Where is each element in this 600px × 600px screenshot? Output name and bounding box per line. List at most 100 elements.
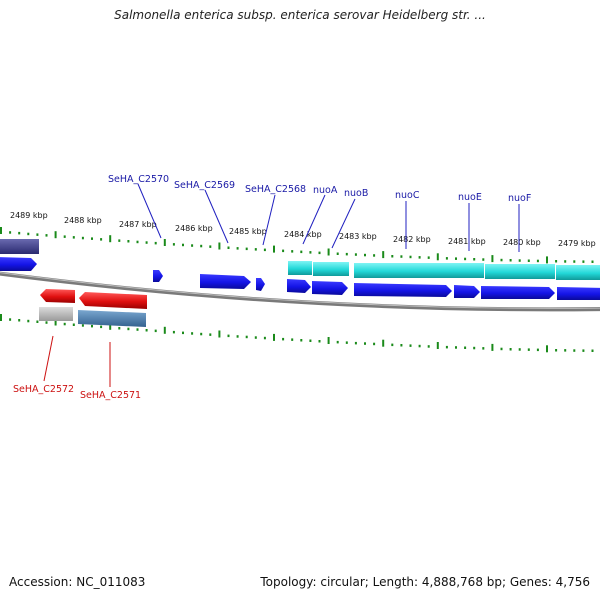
gene-arrow-sehac2570[interactable]: [153, 270, 163, 282]
product-block-sehac2572[interactable]: [39, 307, 73, 321]
lower-major-tick: [491, 343, 494, 351]
map-title: Salmonella enterica subsp. enterica sero…: [114, 8, 486, 22]
lower-major-tick: [546, 345, 548, 353]
upper-minor-tick: [300, 250, 303, 254]
upper-minor-tick: [291, 250, 294, 253]
lower-minor-tick: [345, 341, 348, 344]
top-label-leaders: [137, 183, 520, 252]
gene-arrow-nuoc[interactable]: [354, 283, 452, 297]
gene-arrow-sehac2569[interactable]: [200, 274, 251, 289]
upper-minor-tick: [18, 231, 21, 235]
gene-label-sehac2570[interactable]: SeHA_C2570: [108, 174, 169, 185]
upper-minor-tick: [555, 260, 558, 263]
upper-major-tick: [163, 239, 166, 246]
gene-label-nuoa[interactable]: nuoA: [313, 185, 338, 196]
product-block-sehac2571[interactable]: [78, 310, 146, 327]
lower-minor-tick: [100, 325, 103, 329]
lower-minor-tick: [427, 345, 430, 348]
upper-minor-tick: [591, 260, 594, 263]
lower-minor-tick: [263, 336, 266, 340]
gene-label-sehac2568[interactable]: SeHA_C2568: [245, 184, 306, 195]
gene-arrow-nuoe[interactable]: [454, 285, 480, 298]
accession-text: Accession: NC_011083: [9, 575, 146, 589]
upper-minor-tick: [582, 260, 585, 263]
lower-major-tick: [54, 318, 57, 326]
lower-minor-tick: [409, 344, 412, 347]
upper-minor-tick: [336, 252, 339, 255]
kbp-label-2488: 2488 kbp: [64, 216, 102, 225]
gene-label-nuof[interactable]: nuoF: [508, 193, 531, 204]
upper-minor-tick: [254, 248, 257, 251]
gene-arrow-sehac2568[interactable]: [256, 278, 265, 291]
lower-minor-tick: [209, 333, 212, 336]
gene-label-nuob[interactable]: nuoB: [344, 188, 368, 199]
lower-minor-tick: [300, 339, 303, 342]
upper-minor-tick: [354, 253, 357, 256]
lower-minor-tick: [473, 346, 476, 350]
kbp-label-2484: 2484 kbp: [284, 230, 322, 239]
lower-minor-tick: [591, 349, 594, 352]
upper-minor-tick: [391, 255, 394, 258]
kbp-label-2489: 2489 kbp: [10, 211, 48, 220]
gene-arrow-nuoa[interactable]: [287, 279, 311, 293]
lower-minor-tick: [555, 349, 558, 352]
genome-backbone: [0, 271, 600, 312]
upper-minor-tick: [373, 254, 376, 257]
lower-minor-tick: [127, 327, 130, 331]
lower-minor-tick: [400, 344, 403, 347]
forward-product-track: [0, 239, 600, 280]
kbp-label-2480: 2480 kbp: [503, 238, 541, 247]
gene-label-nuoe[interactable]: nuoE: [458, 192, 482, 203]
upper-minor-tick: [564, 260, 567, 263]
upper-minor-tick: [509, 259, 512, 262]
bottom-label-leaders: [43, 335, 111, 387]
upper-minor-tick: [527, 259, 530, 262]
gene-arrow-nuof[interactable]: [481, 286, 555, 299]
lower-minor-tick: [573, 349, 576, 352]
product-block-nuoa[interactable]: [288, 261, 312, 275]
gene-arrow-right[interactable]: [557, 287, 600, 300]
forward-gene-track: [0, 257, 600, 300]
upper-minor-tick: [364, 253, 366, 257]
lower-minor-tick: [172, 330, 175, 334]
topology-summary: Topology: circular; Length: 4,888,768 bp…: [260, 575, 590, 589]
upper-minor-tick: [282, 249, 285, 253]
product-block-left[interactable]: [0, 239, 39, 254]
upper-tick-ruler: [0, 227, 594, 264]
upper-minor-tick: [36, 233, 39, 236]
lower-minor-tick: [354, 341, 357, 345]
upper-minor-tick: [573, 260, 576, 263]
lower-minor-tick: [564, 349, 567, 352]
upper-minor-tick: [127, 240, 130, 243]
upper-minor-tick: [145, 241, 148, 244]
lower-minor-tick: [182, 331, 184, 335]
lower-minor-tick: [245, 335, 248, 339]
upper-minor-tick: [409, 255, 412, 259]
upper-minor-tick: [200, 244, 203, 248]
gene-arrow-nuob[interactable]: [312, 281, 348, 295]
gene-label-sehac2569[interactable]: SeHA_C2569: [174, 180, 235, 191]
upper-major-tick: [491, 255, 494, 263]
product-block-nuoc[interactable]: [354, 263, 484, 278]
upper-minor-tick: [45, 234, 48, 237]
gene-label-sehac2572[interactable]: SeHA_C2572: [13, 384, 74, 395]
upper-minor-tick: [427, 256, 430, 259]
product-block-nuof[interactable]: [556, 265, 600, 280]
gene-arrow-left[interactable]: [0, 257, 37, 271]
lower-minor-tick: [536, 348, 539, 352]
gene-label-sehac2571[interactable]: SeHA_C2571: [80, 390, 141, 401]
lower-minor-tick: [282, 337, 285, 341]
kbp-label-2482: 2482 kbp: [393, 235, 431, 244]
gene-arrow-sehac2572[interactable]: [40, 289, 75, 303]
gene-arrow-sehac2571[interactable]: [79, 292, 147, 309]
product-block-nuob[interactable]: [313, 262, 349, 276]
lower-minor-tick: [236, 335, 239, 338]
upper-minor-tick: [345, 252, 348, 256]
upper-minor-tick: [482, 258, 485, 261]
upper-minor-tick: [81, 236, 84, 240]
product-block-nuoe[interactable]: [485, 264, 555, 279]
kbp-label-2483: 2483 kbp: [339, 232, 377, 241]
gene-label-nuoc[interactable]: nuoC: [395, 190, 420, 201]
lower-minor-tick: [291, 338, 294, 341]
lower-major-tick: [382, 339, 385, 347]
